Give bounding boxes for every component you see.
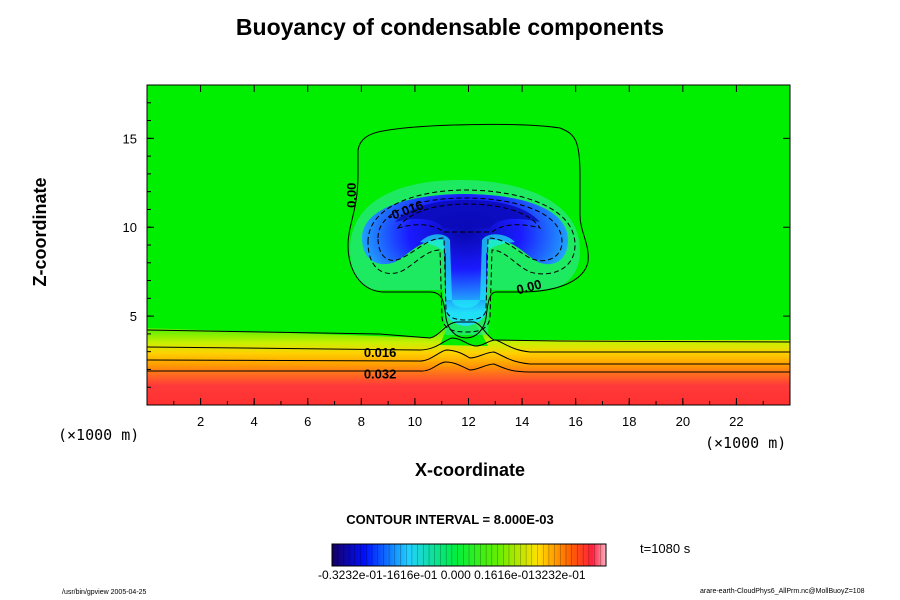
x-tick-label: 6: [304, 414, 311, 429]
contour-label: 0.00: [344, 183, 359, 208]
colorbar-lines: [337, 544, 601, 566]
x-tick-label: 14: [515, 414, 529, 429]
y-tick-label: 10: [123, 220, 137, 235]
x-tick-label: 4: [251, 414, 258, 429]
contour-pos-1: [147, 321, 790, 343]
contour-pos-3: [147, 349, 790, 365]
plot-area: [147, 85, 790, 405]
contour-zero-outer: [347, 123, 589, 339]
colorbar-labels: -0.3232e-01-1616e-01 0.000 0.1616e-01323…: [318, 568, 586, 582]
axis-ticks: 2 4 6 8 10 12 14 16 18 20 22 5 10 15: [123, 85, 790, 429]
cap-core: [395, 200, 540, 228]
contour-neg-3: [396, 203, 542, 233]
contour-label: 0.00: [515, 276, 543, 297]
cap-inner-cyan: [420, 234, 515, 308]
contour-lines: [147, 123, 790, 373]
footer-right: arare-earth-CloudPhys6_AllPrm.nc@MollBuo…: [700, 588, 865, 595]
x-tick-label: 2: [197, 414, 204, 429]
stable-layer-fill: [147, 316, 790, 405]
x-tick-label: 16: [568, 414, 582, 429]
contour-neg-1: [367, 189, 576, 333]
y-tick-label: 5: [130, 309, 137, 324]
time-label: t=1080 s: [640, 541, 691, 556]
contour-label: 0.016: [364, 345, 397, 360]
x-tick-label: 12: [461, 414, 475, 429]
contour-label: 0.032: [364, 366, 397, 381]
chart-title: Buoyancy of condensable components: [235, 14, 665, 40]
contour-pos-4: [147, 361, 790, 373]
footer-left: /usr/bin/gpview 2005-04-25: [62, 589, 147, 596]
x-scale-label-left: (×1000 m): [58, 426, 140, 444]
x-tick-label: 18: [622, 414, 636, 429]
x-tick-label: 20: [676, 414, 690, 429]
x-tick-label: 22: [729, 414, 743, 429]
x-scale-label-right: (×1000 m): [705, 434, 787, 452]
x-tick-label: 10: [408, 414, 422, 429]
negative-buoyancy-cap: [362, 194, 568, 326]
x-axis-label: X-coordinate: [414, 460, 525, 480]
contour-pos-2: [147, 337, 790, 353]
y-axis-label: Z-coordinate: [30, 177, 50, 287]
y-tick-label: 15: [123, 131, 137, 146]
contour-neg-2: [377, 197, 563, 321]
x-tick-label: 8: [358, 414, 365, 429]
contour-interval-text: CONTOUR INTERVAL = 8.000E-03: [346, 512, 554, 527]
